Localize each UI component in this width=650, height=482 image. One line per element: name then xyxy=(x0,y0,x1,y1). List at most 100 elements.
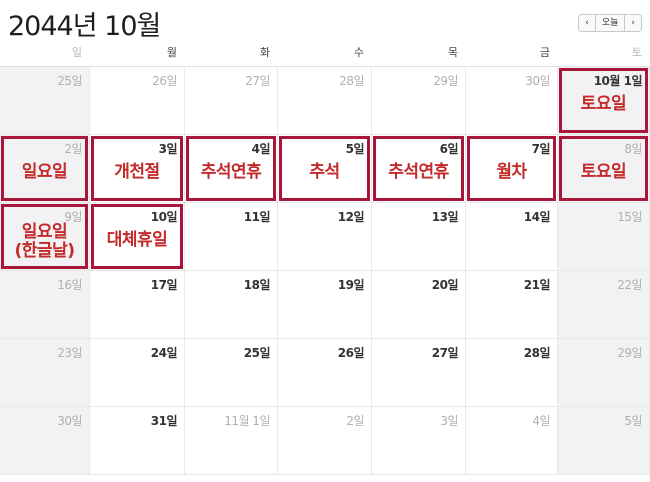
calendar-day[interactable]: 21일 xyxy=(466,271,558,339)
day-number: 27일 xyxy=(245,74,270,88)
calendar-day[interactable]: 31일 xyxy=(90,407,185,475)
calendar-day[interactable]: 15일 xyxy=(558,203,650,271)
day-number: 8일 xyxy=(624,142,642,156)
weekday-header: 일 xyxy=(71,46,82,59)
day-number: 21일 xyxy=(523,278,551,292)
calendar-day[interactable]: 25일 xyxy=(185,339,278,407)
day-number: 17일 xyxy=(150,278,178,292)
day-number: 6일 xyxy=(439,142,459,156)
day-number: 31일 xyxy=(150,414,178,428)
chevron-left-icon[interactable]: ‹ xyxy=(579,15,596,31)
day-number: 4일 xyxy=(251,142,271,156)
calendar-day[interactable]: 24일 xyxy=(90,339,185,407)
weekday-header: 월 xyxy=(166,46,177,59)
holiday-annotation: 토요일 xyxy=(580,94,627,114)
day-number: 2일 xyxy=(64,142,82,156)
day-number: 18일 xyxy=(243,278,271,292)
calendar-day[interactable]: 28일 xyxy=(466,339,558,407)
holiday-annotation: 추석연휴 xyxy=(200,162,262,182)
highlight-box xyxy=(91,136,183,201)
calendar-day[interactable]: 25일 xyxy=(0,67,90,135)
calendar-day[interactable]: 29일 xyxy=(558,339,650,407)
day-number: 20일 xyxy=(431,278,459,292)
weekday-header: 화 xyxy=(259,46,270,59)
calendar-day[interactable]: 4일 xyxy=(466,407,558,475)
day-number: 24일 xyxy=(150,346,178,360)
day-number: 2일 xyxy=(346,414,364,428)
calendar-day[interactable]: 9일 일요일 (한글날) xyxy=(0,203,90,271)
holiday-annotation: 개천절 xyxy=(114,162,160,182)
calendar-day[interactable]: 27일 xyxy=(372,339,466,407)
holiday-annotation: 토요일 xyxy=(580,162,627,182)
calendar-day[interactable]: 28일 xyxy=(278,67,372,135)
calendar-day[interactable]: 11월 1일 xyxy=(185,407,278,475)
highlight-box xyxy=(1,204,88,269)
day-number: 5일 xyxy=(624,414,642,428)
calendar-day[interactable]: 7일 월차 xyxy=(466,135,558,203)
highlight-box xyxy=(1,136,88,201)
calendar-day[interactable]: 5일 xyxy=(558,407,650,475)
day-number: 16일 xyxy=(57,278,82,292)
calendar-day[interactable]: 13일 xyxy=(372,203,466,271)
day-number: 10월 1일 xyxy=(593,74,643,88)
day-number: 26일 xyxy=(337,346,365,360)
calendar-day[interactable]: 3일 xyxy=(372,407,466,475)
calendar-day[interactable]: 23일 xyxy=(0,339,90,407)
calendar-day[interactable]: 10일 대체휴일 xyxy=(90,203,185,271)
weekday-header: 목 xyxy=(447,46,458,59)
calendar-day[interactable]: 20일 xyxy=(372,271,466,339)
calendar-day[interactable]: 3일 개천절 xyxy=(90,135,185,203)
calendar-day[interactable]: 2일 일요일 xyxy=(0,135,90,203)
month-title: 2044년 10월 xyxy=(8,11,161,42)
day-number: 14일 xyxy=(523,210,551,224)
day-number: 25일 xyxy=(57,74,82,88)
day-number: 29일 xyxy=(617,346,642,360)
month-navigation: ‹ 오늘 › xyxy=(578,14,642,32)
holiday-annotation: 월차 xyxy=(496,162,527,182)
calendar-day[interactable]: 14일 xyxy=(466,203,558,271)
calendar-day[interactable]: 30일 xyxy=(0,407,90,475)
day-number: 30일 xyxy=(525,74,550,88)
day-number: 27일 xyxy=(431,346,459,360)
calendar-day[interactable]: 26일 xyxy=(278,339,372,407)
day-number: 4일 xyxy=(532,414,550,428)
day-number: 10일 xyxy=(150,210,178,224)
calendar-day[interactable]: 29일 xyxy=(372,67,466,135)
day-number: 19일 xyxy=(337,278,365,292)
calendar-day[interactable]: 26일 xyxy=(90,67,185,135)
day-number: 13일 xyxy=(431,210,459,224)
calendar-day[interactable]: 22일 xyxy=(558,271,650,339)
highlight-box xyxy=(91,204,183,269)
calendar-day[interactable]: 27일 xyxy=(185,67,278,135)
calendar-day[interactable]: 11일 xyxy=(185,203,278,271)
calendar-day[interactable]: 16일 xyxy=(0,271,90,339)
calendar-day[interactable]: 17일 xyxy=(90,271,185,339)
weekday-header: 토 xyxy=(631,46,642,59)
today-button[interactable]: 오늘 xyxy=(596,15,626,31)
day-number: 30일 xyxy=(57,414,82,428)
calendar-day[interactable]: 18일 xyxy=(185,271,278,339)
day-number: 26일 xyxy=(152,74,177,88)
calendar-day[interactable]: 30일 xyxy=(466,67,558,135)
highlight-box xyxy=(559,68,648,133)
day-number: 22일 xyxy=(617,278,642,292)
day-number: 15일 xyxy=(617,210,642,224)
calendar-day[interactable]: 12일 xyxy=(278,203,372,271)
calendar-day[interactable]: 2일 xyxy=(278,407,372,475)
day-number: 3일 xyxy=(440,414,458,428)
highlight-box xyxy=(279,136,370,201)
weekday-header: 수 xyxy=(353,46,364,59)
day-number: 29일 xyxy=(433,74,458,88)
chevron-right-icon[interactable]: › xyxy=(631,18,635,28)
holiday-annotation: 추석 xyxy=(309,162,340,182)
calendar-day[interactable]: 19일 xyxy=(278,271,372,339)
calendar-day[interactable]: 6일 추석연휴 xyxy=(372,135,466,203)
day-number: 5일 xyxy=(345,142,365,156)
weekday-header: 금 xyxy=(539,46,550,59)
holiday-annotation: 일요일 (한글날) xyxy=(14,222,75,261)
day-number: 12일 xyxy=(337,210,365,224)
